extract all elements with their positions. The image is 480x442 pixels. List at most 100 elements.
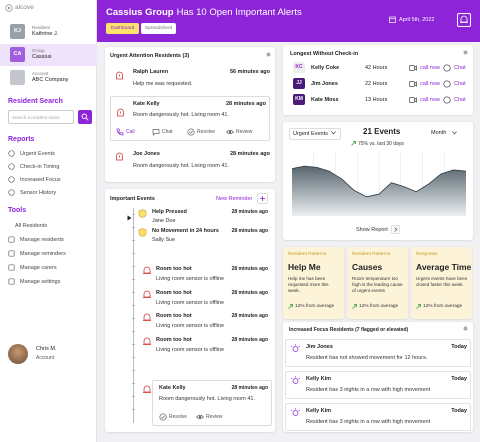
tab[interactable]: Spreadsheet (141, 23, 176, 34)
call-link[interactable]: call now (420, 97, 440, 103)
trend-icon (288, 304, 293, 309)
event-text: Room dangerously hot. Living room 41. (159, 396, 255, 402)
search-button[interactable] (78, 110, 92, 124)
show-report-button[interactable] (391, 225, 400, 234)
video-icon-part (414, 65, 417, 71)
action-button[interactable]: Resolve (197, 129, 216, 135)
alert-icon-part (143, 290, 151, 297)
account-avatar[interactable]: KJ (10, 24, 25, 39)
focus-icon-part (292, 410, 299, 416)
resident-name: Joe Jones (133, 151, 160, 157)
header-alerts: Has 10 Open Important Alerts (176, 7, 302, 18)
nav-icon (8, 236, 15, 243)
nav-icon-part (8, 264, 15, 271)
chat-link[interactable]: Chat (454, 97, 466, 103)
account-value[interactable]: Kathrine J. (32, 31, 59, 37)
resident-name: Jim Jones (306, 344, 333, 350)
user-avatar[interactable] (8, 344, 28, 364)
action-button[interactable]: Review (236, 129, 253, 135)
action-button[interactable]: Chat (162, 129, 173, 135)
nav-icon (8, 176, 15, 183)
account-avatar[interactable] (10, 70, 25, 85)
action-button[interactable]: Resolve (169, 414, 188, 420)
event-text: Help me was requested. (133, 81, 193, 87)
pattern-title: Help Me (288, 262, 321, 272)
nav-item[interactable]: Sensor History (20, 189, 57, 196)
sidebar (0, 0, 97, 442)
trend-icon-part (416, 304, 421, 309)
chat-icon (443, 80, 451, 88)
search-input[interactable]: Search a resident name (8, 110, 74, 124)
card-title: Important Events (110, 196, 155, 202)
settings-icon-part (463, 50, 468, 55)
nav-item[interactable]: Check-in Timing (20, 163, 60, 170)
nav-item[interactable]: Increased Focus (20, 176, 61, 183)
focus-text: Resident has not showed movement for 12 … (306, 355, 428, 361)
add-button[interactable] (257, 193, 268, 204)
dropdown-caret-part (331, 131, 336, 135)
trend-icon (352, 304, 357, 309)
period-dropdown[interactable]: Urgent Events (289, 128, 341, 140)
account-avatar[interactable]: CA (10, 47, 25, 62)
timeline-tick (131, 318, 135, 319)
chat-link[interactable]: Chat (454, 65, 466, 71)
timeline-tick (131, 214, 135, 215)
nav-item[interactable]: Manage carers (20, 264, 57, 271)
video-icon-part (409, 65, 415, 71)
action-icon-part (187, 128, 195, 136)
nav-item[interactable]: Manage settings (20, 278, 61, 285)
nav-item[interactable]: Manage residents (20, 236, 64, 243)
focus-text: Resident has 3 nights in a row with high… (306, 387, 431, 393)
action-icon-part (196, 414, 204, 420)
event-text: Room dangerously hot. Living room 41. (133, 163, 229, 169)
period-dropdown[interactable]: Month (431, 130, 447, 136)
call-link[interactable]: call now (420, 65, 440, 71)
logo-icon-part (5, 4, 13, 12)
alert-icon-part (460, 15, 468, 23)
account-value[interactable]: ABC Company (32, 77, 69, 83)
nav-item[interactable]: Manage reminders (20, 250, 66, 257)
area-line (291, 165, 467, 198)
nav-icon (8, 163, 15, 170)
resident-name: Kate Kelly (159, 385, 186, 391)
resident-name: Jim Jones (311, 81, 338, 87)
event-text: Living room sensor is offline (156, 299, 225, 306)
card-title: Longest Without Check-in (290, 51, 359, 57)
show-report-link[interactable]: Show Report (356, 227, 388, 233)
action-icon-part (116, 128, 124, 136)
search-icon-part (81, 113, 88, 120)
event-text: Living room sensor is offline (156, 276, 225, 282)
chat-link[interactable]: Chat (454, 81, 466, 87)
video-icon-part (409, 81, 415, 87)
chat-icon-part (443, 80, 451, 88)
alert-icon (143, 290, 151, 298)
action-icon-part (152, 129, 160, 136)
action-button[interactable]: Review (206, 414, 223, 420)
timeline-tick (131, 292, 135, 293)
tab-active[interactable]: Dashboard (106, 23, 139, 34)
notifications-button[interactable] (457, 13, 471, 27)
nav-item[interactable]: All Residents (15, 222, 48, 229)
action-button[interactable]: Call (126, 129, 135, 135)
call-link[interactable]: call now (420, 81, 440, 87)
focus-icon-part (291, 345, 293, 348)
event-name: Jane Doe (152, 218, 176, 224)
timeline-tick (131, 396, 135, 397)
alert-icon-part (117, 108, 124, 117)
checkin-card (283, 45, 473, 115)
nav-item[interactable]: Urgent Events (20, 150, 55, 157)
resident-initials: KM (293, 94, 305, 105)
arrow-icon (394, 227, 398, 232)
settings-icon-part (463, 326, 468, 331)
timeline-tick (131, 370, 135, 371)
account-label: Resident (32, 25, 50, 30)
new-reminder-link[interactable]: New Reminder (216, 196, 253, 202)
pattern-text: Urgent events have been closed faster th… (416, 276, 468, 287)
resident-name: Kelly Kim (306, 376, 332, 382)
action-icon (116, 128, 124, 136)
timeline-tick (131, 357, 135, 358)
header-date: April 5th, 2022 (399, 17, 435, 23)
account-value[interactable]: Cassius (32, 54, 52, 60)
timeline-tick (131, 409, 135, 410)
video-icon (409, 65, 417, 71)
